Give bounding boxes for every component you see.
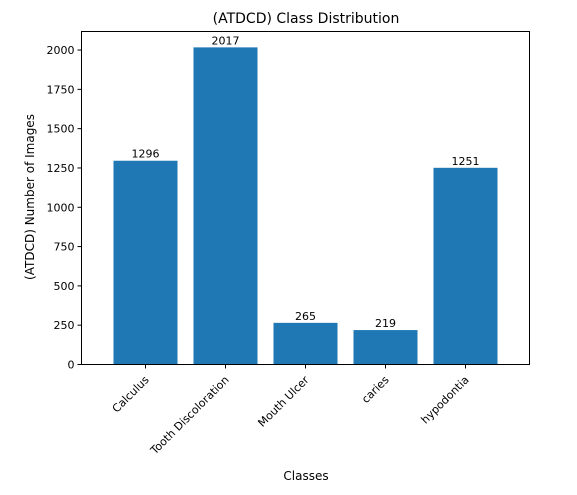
y-tick-label: 500 [54,280,75,293]
y-tick-label: 1500 [47,123,75,136]
y-tick-label: 1750 [47,83,75,96]
bar-value-label: 2017 [212,34,240,47]
y-tick-label: 750 [54,241,75,254]
y-tick-label: 250 [54,319,75,332]
bar-value-label: 1296 [132,148,160,161]
y-tick-label: 0 [68,359,75,372]
y-axis: 0 250 500 750 1000 1250 1500 1750 2000 [47,44,82,372]
chart-title: (ATDCD) Class Distribution [213,11,400,27]
x-axis-label: Classes [283,469,328,483]
bar-caries [353,330,418,365]
y-tick-label: 2000 [47,44,75,57]
x-tick-label: hypodontia [419,373,472,426]
y-axis-label: (ATDCD) Number of Images [23,114,37,280]
bar-value-label: 1251 [452,155,480,168]
y-tick-label: 1250 [47,162,75,175]
y-tick-label: 1000 [47,201,75,214]
x-tick-label: Tooth Discoloration [147,373,231,457]
x-tick-label: caries [359,373,392,406]
bar-value-label: 219 [375,317,396,330]
bar-tooth-discoloration [193,47,258,365]
bar-hypodontia [433,167,498,365]
x-tick-label: Mouth Ulcer [255,373,311,429]
bar-mouth-ulcer [273,322,338,365]
plot-frame [81,31,530,365]
bars-layer: 1296 2017 265 219 1251 [113,34,498,365]
bar-calculus [113,160,178,365]
x-tick-label: Calculus [110,373,152,415]
bar-value-label: 265 [295,310,316,323]
